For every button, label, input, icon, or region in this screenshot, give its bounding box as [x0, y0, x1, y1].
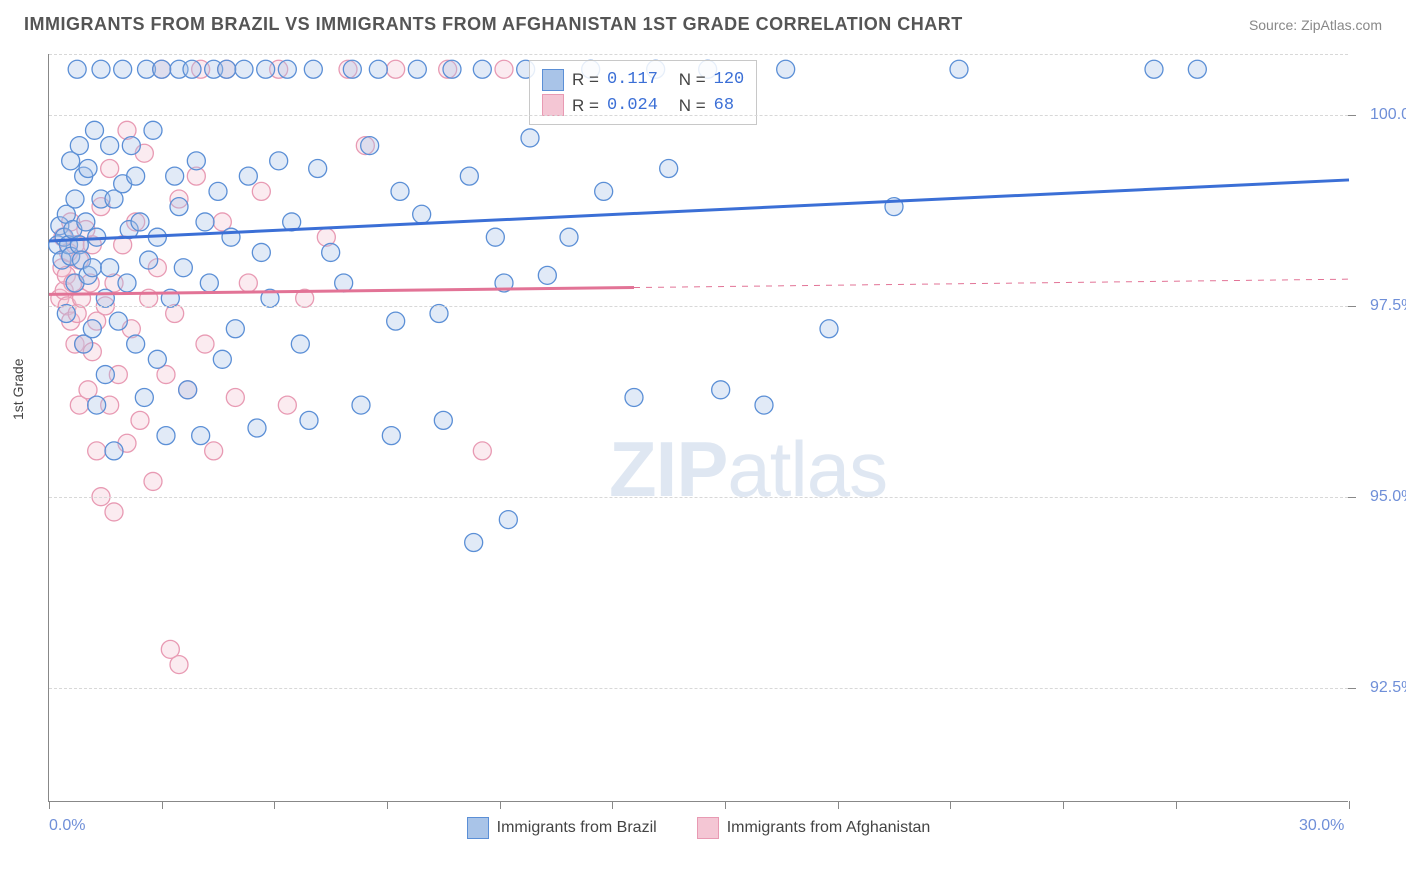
y-tick-label: 92.5%	[1352, 679, 1406, 697]
swatch-afghanistan-icon	[697, 817, 719, 839]
y-tick-label: 95.0%	[1352, 488, 1406, 506]
swatch-afghanistan	[542, 94, 564, 116]
chart-title: IMMIGRANTS FROM BRAZIL VS IMMIGRANTS FRO…	[24, 14, 963, 35]
swatch-brazil	[542, 69, 564, 91]
y-tick-label: 100.0%	[1352, 106, 1406, 124]
x-tick-label: 30.0%	[1299, 817, 1344, 835]
source-label: Source: ZipAtlas.com	[1249, 17, 1382, 33]
legend-row-brazil: R = 0.117 N = 120	[542, 67, 744, 93]
y-axis-label: 1st Grade	[10, 359, 26, 420]
chart-svg	[49, 54, 1348, 801]
legend-item-brazil: Immigrants from Brazil	[467, 817, 657, 839]
header: IMMIGRANTS FROM BRAZIL VS IMMIGRANTS FRO…	[0, 0, 1406, 43]
legend-series: Immigrants from Brazil Immigrants from A…	[49, 817, 1348, 839]
x-tick-label: 0.0%	[49, 817, 85, 835]
swatch-brazil-icon	[467, 817, 489, 839]
plot-area: ZIPatlas R = 0.117 N = 120 R = 0.024 N =…	[48, 54, 1348, 802]
legend-item-afghanistan: Immigrants from Afghanistan	[697, 817, 931, 839]
y-tick-label: 97.5%	[1352, 297, 1406, 315]
